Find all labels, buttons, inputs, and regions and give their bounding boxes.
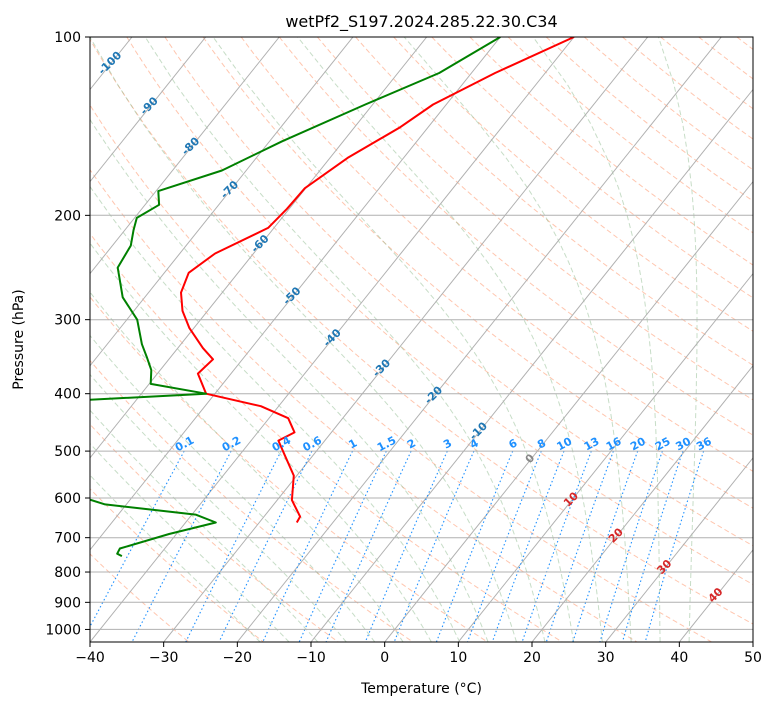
chart-title: wetPf2_S197.2024.285.22.30.C34 [285,12,557,32]
dry-adiabat [583,37,753,171]
dry-adiabat [622,37,753,140]
mixing-ratio-line [545,450,614,642]
dry-adiabat [90,296,488,642]
dry-adiabat [90,104,712,642]
mixing-ratio-line [325,450,412,642]
y-tick-label: 200 [54,208,81,224]
mixing-ratio-line [218,450,313,642]
dry-adiabat [317,37,753,401]
moist-adiabat [90,373,347,642]
x-axis-label: Temperature (°C) [360,681,482,697]
dry-adiabat [90,38,753,625]
plot-frame [89,36,754,643]
mixing-ratio-label: 30 [673,435,693,454]
moist-adiabat [90,37,517,642]
y-tick-label: 100 [54,30,81,46]
mixing-ratio-line [298,450,387,642]
y-tick-label: 1000 [45,622,81,638]
moist-adiabat [90,409,319,642]
plot-area [90,37,753,642]
dry-adiabat [507,37,753,234]
moist-adiabat [90,185,461,642]
x-tick-label: 0 [380,650,389,666]
isotherm-line [310,88,753,642]
mixing-ratio-line [572,450,639,642]
temperature-profile-line [180,37,575,523]
dry-adiabat [545,37,753,202]
y-tick-label: 700 [54,531,81,547]
isotherm-line [90,37,354,367]
isotherm-line [163,37,649,642]
y-tick-label: 800 [54,565,81,581]
y-tick-label: 600 [54,491,81,507]
isotherm-line [605,457,753,642]
moist-adiabat [403,37,632,642]
mixing-ratio-label: 36 [694,435,714,454]
mixing-ratio-line [644,450,705,642]
profile-lines [90,37,575,557]
isotherm-line [90,37,207,183]
moist-adiabat [658,37,698,642]
x-tick-label: 10 [449,650,467,666]
y-axis-label: Pressure (hPa) [11,289,27,389]
isotherm-line [90,37,575,642]
dry-adiabat [202,37,753,509]
mixing-ratio-line [393,450,475,642]
axis-ticks: −40 −30 −20 −10 0 10 20 30 40 50 100 200 300 400 500 60… [45,30,762,666]
mixing-ratio-line [599,450,663,642]
x-tick-label: 40 [670,650,688,666]
y-tick-label: 900 [54,595,81,611]
moist-adiabat [90,291,404,642]
dry-adiabat [126,37,753,586]
isotherm-line [457,272,753,642]
mixing-ratio-label: 13 [582,435,602,454]
x-tick-label: −10 [296,650,326,666]
y-tick-label: 300 [54,313,81,329]
x-tick-label: −40 [75,650,105,666]
dewpoint-profile-line [90,37,501,557]
moist-adiabat [90,334,376,642]
mixing-ratio-label: 20 [628,435,648,454]
mixing-ratio-line [621,450,684,642]
x-tick-label: 50 [744,650,762,666]
y-tick-label: 400 [54,387,81,403]
dry-adiabat [355,37,753,366]
isotherm-line [236,37,722,642]
isotherm-line [90,37,280,275]
dry-adiabat [431,37,753,299]
background-curves [90,37,753,642]
moist-adiabat [297,37,603,642]
isotherm-line [531,364,753,642]
x-tick-label: 20 [523,650,541,666]
x-tick-label: −20 [223,650,253,666]
moist-adiabat [144,37,546,642]
moist-adiabat [90,242,432,642]
mixing-ratio-label: 10 [555,435,575,454]
x-tick-label: 30 [597,650,615,666]
isotherm-line [90,37,501,551]
moist-adiabat [212,37,575,642]
isotherm-line [90,37,428,459]
y-tick-label: 500 [54,444,81,460]
mixing-ratio-line [90,450,185,628]
dry-adiabat [90,232,563,642]
mixing-ratio-line [364,450,448,642]
x-tick-label: −30 [149,650,179,666]
mixing-ratio-label: 25 [653,435,673,454]
mixing-ratio-label: 16 [604,435,624,454]
mixing-ratio-line [521,450,592,642]
isotherm-line [384,180,753,642]
